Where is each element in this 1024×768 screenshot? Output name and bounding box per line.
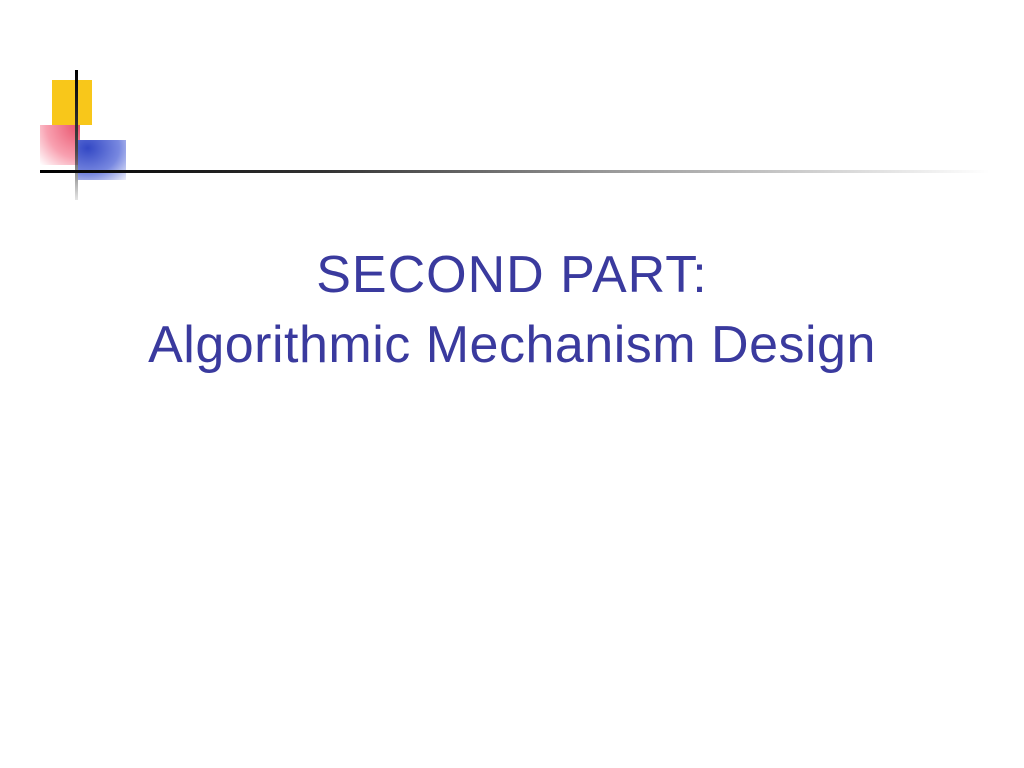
red-square-icon <box>40 125 80 165</box>
horizontal-divider <box>40 170 990 173</box>
vertical-divider <box>75 70 78 200</box>
slide-content: SECOND PART: Algorithmic Mechanism Desig… <box>0 245 1024 375</box>
title-line-1: SECOND PART: <box>0 245 1024 305</box>
blue-square-icon <box>78 140 126 180</box>
title-line-2: Algorithmic Mechanism Design <box>0 315 1024 375</box>
yellow-square-icon <box>52 80 92 125</box>
